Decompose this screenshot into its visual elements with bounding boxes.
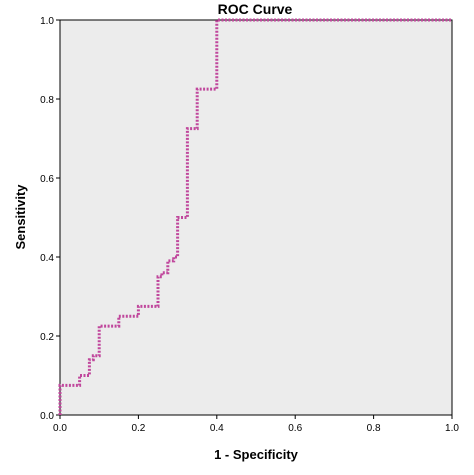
plot-area	[59, 19, 453, 416]
y-tick-label: 1.0	[40, 16, 54, 27]
x-tick-label: 0.4	[210, 423, 224, 434]
roc-curve-line	[58, 18, 452, 415]
y-tick-label: 0.0	[40, 411, 54, 422]
x-tick-label: 1.0	[445, 423, 459, 434]
y-tick-label: 0.8	[40, 95, 54, 106]
y-axis-label: Sensitivity	[13, 184, 28, 250]
y-tick-label: 0.4	[40, 253, 54, 264]
y-tick-label: 0.2	[40, 332, 54, 343]
x-axis-ticks: 0.0 0.2 0.4 0.6 0.8 1.0	[53, 415, 459, 434]
y-axis-ticks: 0.0 0.2 0.4 0.6 0.8 1.0	[40, 16, 60, 422]
x-tick-label: 0.6	[288, 423, 302, 434]
x-tick-label: 0.2	[131, 423, 145, 434]
chart-title: ROC Curve	[218, 1, 293, 17]
x-tick-label: 0.8	[367, 423, 381, 434]
x-axis-label: 1 - Specificity	[214, 447, 299, 462]
x-tick-label: 0.0	[53, 423, 67, 434]
y-tick-label: 0.6	[40, 174, 54, 185]
